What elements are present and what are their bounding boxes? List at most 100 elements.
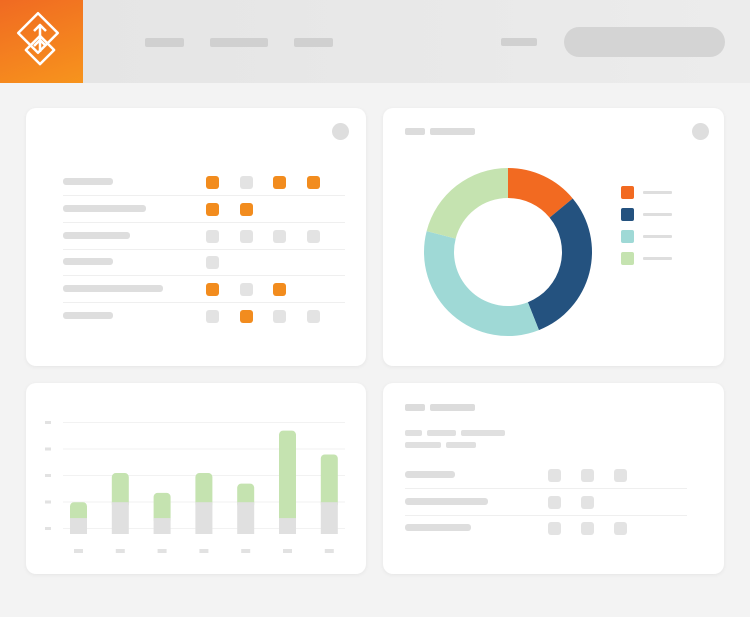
status-cell[interactable] xyxy=(306,229,320,243)
bar-segment-base[interactable] xyxy=(153,518,171,534)
y-tick-label xyxy=(45,447,51,451)
status-cell[interactable] xyxy=(614,469,627,482)
status-cell[interactable] xyxy=(273,283,286,297)
x-tick-label xyxy=(74,549,83,553)
x-tick-label xyxy=(324,549,334,553)
y-tick-label xyxy=(45,527,51,530)
x-tick-label xyxy=(115,549,125,553)
bar-segment-base[interactable] xyxy=(237,502,255,534)
card-menu-button[interactable] xyxy=(332,123,349,140)
status-cell[interactable] xyxy=(239,283,253,297)
row-label xyxy=(63,231,130,239)
status-cell[interactable] xyxy=(273,176,286,189)
table-card xyxy=(26,108,366,366)
subtitle-text xyxy=(405,442,441,448)
grid-line xyxy=(63,422,345,423)
card-title xyxy=(430,128,475,135)
donut-slice[interactable] xyxy=(527,198,592,331)
bar-segment-base[interactable] xyxy=(70,518,87,534)
list-card xyxy=(383,383,724,574)
donut-slice[interactable] xyxy=(426,168,508,239)
row-divider xyxy=(63,302,345,304)
bar-chart-card xyxy=(26,383,366,574)
status-cell[interactable] xyxy=(273,310,286,323)
status-cell[interactable] xyxy=(239,176,253,189)
legend-label xyxy=(643,213,672,216)
status-cell[interactable] xyxy=(306,310,320,323)
row-label xyxy=(63,285,163,293)
row-label xyxy=(405,471,455,478)
status-cell[interactable] xyxy=(206,202,219,216)
bar-segment-top[interactable] xyxy=(237,483,255,509)
x-tick-label xyxy=(283,549,292,553)
row-divider xyxy=(63,221,345,223)
status-cell[interactable] xyxy=(614,522,627,535)
status-cell[interactable] xyxy=(206,283,219,297)
diamond-arrow-logo-icon xyxy=(16,11,60,66)
legend-label xyxy=(643,235,672,238)
stacked-bar-chart xyxy=(45,421,345,553)
bar-segment-base[interactable] xyxy=(195,502,213,534)
legend-swatch xyxy=(621,208,634,221)
nav-item-1[interactable] xyxy=(145,38,184,47)
row-divider xyxy=(63,275,345,277)
row-label xyxy=(63,204,146,212)
legend-swatch xyxy=(621,252,634,265)
legend-swatch xyxy=(621,230,634,243)
legend-label xyxy=(643,191,672,194)
row-divider xyxy=(63,195,345,196)
row-label xyxy=(63,178,113,185)
row-label xyxy=(405,524,471,531)
status-cell[interactable] xyxy=(239,229,253,243)
subtitle-text xyxy=(461,430,505,436)
nav-item-3[interactable] xyxy=(294,38,333,47)
status-cell[interactable] xyxy=(239,310,253,323)
status-cell[interactable] xyxy=(306,176,320,189)
nav-item-2[interactable] xyxy=(210,38,268,47)
status-cell[interactable] xyxy=(548,495,561,509)
bar-segment-base[interactable] xyxy=(111,502,129,534)
bar-segment-top[interactable] xyxy=(279,430,296,525)
status-cell[interactable] xyxy=(239,202,253,216)
subtitle-text xyxy=(405,430,422,436)
row-divider xyxy=(405,514,687,516)
logo[interactable] xyxy=(0,0,83,83)
status-cell[interactable] xyxy=(206,176,219,189)
status-cell[interactable] xyxy=(548,522,561,535)
status-cell[interactable] xyxy=(206,229,219,243)
row-label xyxy=(405,497,488,505)
legend-swatch xyxy=(621,186,634,199)
subtitle-text xyxy=(446,442,476,448)
card-menu-button[interactable] xyxy=(692,123,709,140)
top-header xyxy=(0,0,750,83)
bar-segment-top[interactable] xyxy=(153,492,171,525)
row-divider xyxy=(405,488,687,489)
donut-slice[interactable] xyxy=(508,168,573,218)
status-cell[interactable] xyxy=(581,495,594,509)
search-input[interactable] xyxy=(564,27,725,57)
bar-segment-top[interactable] xyxy=(320,454,338,509)
donut-card xyxy=(383,108,724,366)
row-label xyxy=(63,312,113,319)
row-divider xyxy=(63,248,345,250)
donut-slice[interactable] xyxy=(424,231,539,336)
bar-segment-base[interactable] xyxy=(279,518,296,534)
bar-segment-top[interactable] xyxy=(195,473,213,509)
y-tick-label xyxy=(45,500,51,504)
legend-label xyxy=(643,257,672,260)
card-title xyxy=(405,404,425,411)
status-cell[interactable] xyxy=(581,469,594,482)
status-cell[interactable] xyxy=(581,522,594,535)
status-cell[interactable] xyxy=(206,256,219,270)
bar-segment-base[interactable] xyxy=(320,502,338,534)
y-tick-label xyxy=(45,474,51,477)
x-tick-label xyxy=(241,549,251,553)
status-cell[interactable] xyxy=(548,469,561,482)
header-link[interactable] xyxy=(501,38,537,46)
x-tick-label xyxy=(199,549,209,553)
status-cell[interactable] xyxy=(273,229,286,243)
bar-segment-top[interactable] xyxy=(111,473,129,509)
status-cell[interactable] xyxy=(206,310,219,323)
card-title xyxy=(430,404,475,411)
x-tick-label xyxy=(157,549,167,553)
